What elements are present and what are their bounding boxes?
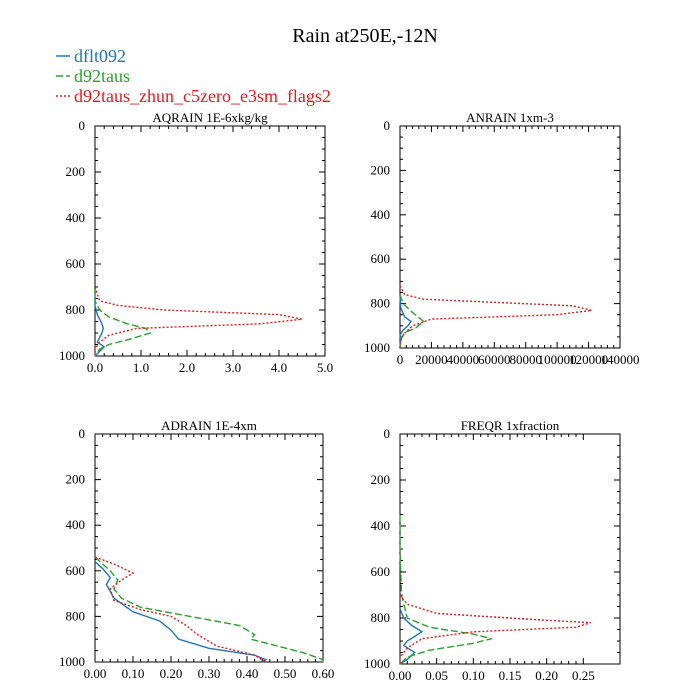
y-tick-label-1-3: 600 — [371, 251, 391, 266]
x-tick-label-0-2: 2.0 — [179, 360, 195, 375]
x-tick-label-1-7: 140000 — [601, 352, 640, 367]
y-tick-label-1-4: 800 — [371, 296, 391, 311]
y-tick-label-2-0: 0 — [79, 426, 86, 441]
series-line-1-2 — [399, 285, 592, 348]
panel-2: ADRAIN 1E-4xm 0.00 0.10 0.20 0.30 0.40 0.50 0.6… — [59, 418, 334, 681]
legend-label-1: d92taus — [74, 66, 130, 86]
y-tick-label-1-1: 200 — [371, 162, 391, 177]
legend-label-0: dflt092 — [74, 46, 126, 66]
y-tick-label-2-5: 1000 — [59, 654, 85, 669]
series-line-1-1 — [399, 294, 425, 349]
x-tick-label-0-0: 0.0 — [87, 360, 103, 375]
x-tick-label-2-2: 0.20 — [160, 666, 183, 681]
x-tick-label-1-1: 20000 — [415, 352, 448, 367]
series-line-3-1 — [399, 514, 492, 665]
y-tick-label-0-4: 800 — [66, 302, 86, 317]
y-tick-label-1-0: 0 — [384, 118, 391, 133]
x-tick-label-1-2: 40000 — [447, 352, 480, 367]
y-tick-label-3-3: 600 — [371, 564, 391, 579]
y-tick-label-2-2: 400 — [66, 517, 86, 532]
y-tick-label-0-3: 600 — [66, 256, 86, 271]
series-line-2-0 — [94, 561, 268, 663]
legend-label-2: d92taus_zhun_c5zero_e3sm_flags2 — [74, 86, 331, 106]
panel-title-2: ADRAIN 1E-4xm — [161, 418, 257, 433]
y-tick-label-1-5: 1000 — [364, 340, 390, 355]
series-line-2-2 — [94, 556, 267, 663]
x-tick-label-2-0: 0.00 — [84, 666, 107, 681]
x-tick-label-1-4: 80000 — [509, 352, 542, 367]
legend-entry-2: d92taus_zhun_c5zero_e3sm_flags2 — [56, 86, 331, 106]
x-tick-label-1-5: 100000 — [538, 352, 577, 367]
x-tick-label-3-5: 0.25 — [572, 668, 595, 683]
y-tick-label-0-5: 1000 — [59, 348, 85, 363]
legend: dflt092 d92taus d92taus_zhun_c5zero_e3sm… — [56, 46, 331, 106]
x-tick-label-3-2: 0.10 — [462, 668, 485, 683]
y-tick-label-3-1: 200 — [371, 472, 391, 487]
y-tick-label-3-4: 800 — [371, 610, 391, 625]
plot-frame-3 — [399, 433, 621, 665]
x-tick-label-1-3: 60000 — [478, 352, 511, 367]
panel-0: AQRAIN 1E-6xkg/kg 0.0 1.0 2.0 3.0 4.0 5.0 0 200 4… — [59, 110, 333, 375]
x-tick-label-2-5: 0.50 — [274, 666, 297, 681]
panels: AQRAIN 1E-6xkg/kg 0.0 1.0 2.0 3.0 4.0 5.0 0 200 4… — [59, 110, 640, 683]
y-tick-label-0-2: 400 — [66, 210, 86, 225]
y-tick-label-0-0: 0 — [79, 118, 86, 133]
figure-title: Rain at250E,-12N — [292, 25, 438, 47]
plot-frame-1 — [399, 125, 621, 349]
x-tick-label-3-3: 0.15 — [499, 668, 522, 683]
y-tick-label-3-2: 400 — [371, 518, 391, 533]
series-line-1-0 — [399, 294, 412, 349]
panel-title-0: AQRAIN 1E-6xkg/kg — [152, 110, 268, 125]
plot-frame-2 — [94, 433, 324, 663]
panel-1: ANRAIN 1xm-30 200004000060000800001000001… — [364, 110, 640, 367]
x-tick-label-0-5: 5.0 — [317, 360, 333, 375]
y-tick-label-2-4: 800 — [66, 608, 86, 623]
y-tick-label-1-2: 400 — [371, 207, 391, 222]
panel-title-1: ANRAIN 1xm-3 — [466, 110, 554, 125]
x-tick-label-0-3: 3.0 — [225, 360, 241, 375]
x-tick-label-2-3: 0.30 — [198, 666, 221, 681]
panel-3: FREQR 1xfraction 0.00 0.05 0.10 0.15 0.20 0.25… — [364, 418, 621, 683]
y-tick-label-3-0: 0 — [384, 426, 391, 441]
panel-title-3: FREQR 1xfraction — [461, 418, 560, 433]
x-tick-label-2-1: 0.10 — [122, 666, 145, 681]
y-tick-label-0-1: 200 — [66, 164, 86, 179]
x-tick-label-3-4: 0.20 — [535, 668, 558, 683]
x-tick-label-3-1: 0.05 — [425, 668, 448, 683]
legend-entry-1: d92taus — [56, 66, 130, 86]
x-tick-label-0-4: 4.0 — [271, 360, 287, 375]
x-tick-label-0-1: 1.0 — [133, 360, 149, 375]
x-tick-label-3-0: 0.00 — [389, 668, 412, 683]
x-tick-label-1-0: 0 — [397, 352, 404, 367]
y-tick-label-2-3: 600 — [66, 563, 86, 578]
x-tick-label-1-6: 120000 — [569, 352, 608, 367]
series-line-2-1 — [94, 556, 324, 662]
series-line-0-1 — [94, 287, 152, 357]
series-line-0-2 — [94, 286, 303, 356]
series-line-3-2 — [399, 594, 591, 664]
x-tick-label-2-6: 0.60 — [312, 666, 335, 681]
y-tick-label-3-5: 1000 — [364, 656, 390, 671]
plot-frame-0 — [94, 125, 326, 357]
y-tick-label-2-1: 200 — [66, 472, 86, 487]
legend-entry-0: dflt092 — [56, 46, 126, 66]
x-tick-label-2-4: 0.40 — [236, 666, 259, 681]
